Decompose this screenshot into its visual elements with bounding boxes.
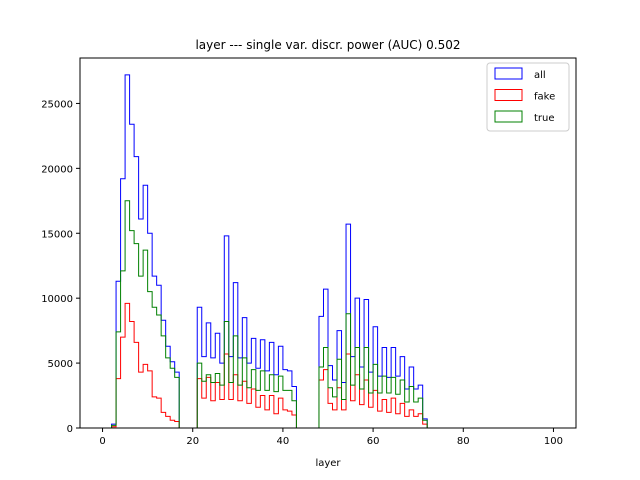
x-tick-label: 60 bbox=[367, 436, 380, 447]
legend-swatch-fake bbox=[494, 89, 523, 101]
x-tick-label: 80 bbox=[457, 436, 470, 447]
legend-label-all: all bbox=[534, 70, 546, 81]
legend: all fake true bbox=[486, 62, 570, 132]
axes-frame bbox=[79, 57, 577, 429]
legend-label-true: true bbox=[534, 113, 555, 124]
legend-swatch-true bbox=[494, 110, 523, 123]
x-tick-label: 20 bbox=[186, 436, 199, 447]
legend-label-fake: fake bbox=[534, 92, 555, 103]
y-axis-ticks: 0 5000 10000 15000 20000 25000 bbox=[41, 99, 80, 435]
y-tick-label: 25000 bbox=[41, 99, 73, 110]
y-tick-label: 10000 bbox=[41, 294, 73, 305]
legend-frame bbox=[486, 62, 570, 132]
x-axis-ticks: 0 20 40 60 80 100 bbox=[99, 428, 563, 447]
x-tick-label: 100 bbox=[544, 436, 563, 447]
y-tick-label: 5000 bbox=[48, 359, 73, 370]
y-tick-label: 0 bbox=[67, 424, 73, 435]
x-axis-label: layer bbox=[315, 458, 341, 469]
x-tick-label: 0 bbox=[99, 436, 105, 447]
x-tick-label: 40 bbox=[277, 436, 290, 447]
plot-area: 0 20 40 60 80 100 0 5000 10000 15000 20000 25000 bbox=[41, 57, 577, 447]
y-tick-label: 20000 bbox=[41, 164, 73, 175]
y-tick-label: 15000 bbox=[41, 229, 73, 240]
chart-title: layer --- single var. discr. power (AUC)… bbox=[195, 38, 460, 52]
legend-swatch-all bbox=[494, 67, 523, 80]
